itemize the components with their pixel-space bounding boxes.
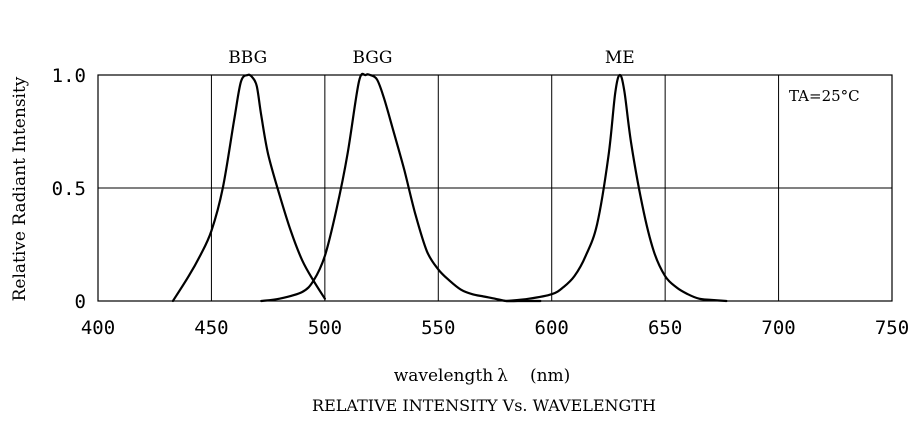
x-tick-label: 700	[761, 317, 795, 339]
temperature-annotation: TA=25°C	[789, 87, 860, 105]
series-label-me: ME	[605, 48, 635, 68]
grid-lines	[98, 75, 892, 301]
y-tick-label: 1.0	[52, 65, 86, 87]
y-tick-label: 0	[75, 291, 86, 313]
x-axis-title: wavelength λ (nm)	[394, 366, 571, 386]
x-tick-label: 600	[535, 317, 569, 339]
series-line-bbg	[171, 73, 326, 303]
x-tick-label: 500	[308, 317, 342, 339]
series-line-me	[505, 73, 728, 303]
x-axis-title-symbol: λ	[497, 366, 508, 386]
chart-caption: RELATIVE INTENSITY Vs. WAVELENGTH	[312, 396, 656, 415]
x-axis-title-main: wavelength	[394, 366, 494, 386]
series-labels: BBG BGG ME	[228, 48, 634, 68]
series-label-bbg: BBG	[228, 48, 267, 68]
x-axis-tick-labels: 400 450 500 550 600 650 700 750	[81, 317, 909, 339]
x-tick-label: 450	[194, 317, 228, 339]
x-tick-label: 550	[421, 317, 455, 339]
plot-area-frame	[97, 74, 893, 302]
x-axis-title-unit: (nm)	[530, 366, 570, 386]
x-tick-label: 750	[875, 317, 909, 339]
x-tick-label: 400	[81, 317, 115, 339]
y-axis-tick-labels: 0 0.5 1.0	[52, 65, 86, 313]
series-label-bgg: BGG	[353, 48, 393, 68]
series-line-bgg	[260, 72, 542, 303]
x-tick-label: 650	[648, 317, 682, 339]
y-axis-title: Relative Radiant Intensity	[10, 76, 30, 301]
y-tick-label: 0.5	[52, 178, 86, 200]
series-lines	[171, 72, 728, 303]
